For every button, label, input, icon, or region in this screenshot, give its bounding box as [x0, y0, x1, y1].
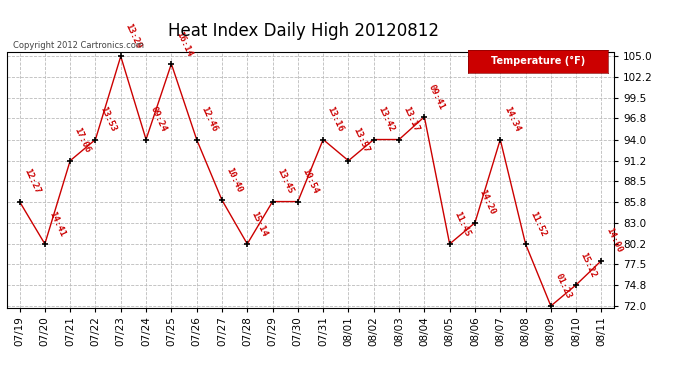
Text: 09:41: 09:41 — [427, 82, 446, 111]
Text: 10:54: 10:54 — [300, 167, 320, 195]
Text: 13:45: 13:45 — [275, 167, 295, 195]
Text: 15:22: 15:22 — [579, 251, 598, 279]
Text: 13:29: 13:29 — [124, 22, 143, 50]
Text: 17:06: 17:06 — [72, 126, 92, 154]
Text: 14:41: 14:41 — [48, 210, 67, 238]
Text: 12:27: 12:27 — [22, 167, 41, 195]
Text: Copyright 2012 Cartronics.com: Copyright 2012 Cartronics.com — [13, 41, 144, 50]
Text: 09:24: 09:24 — [148, 105, 168, 134]
Text: Heat Index Daily High 20120812: Heat Index Daily High 20120812 — [168, 22, 439, 40]
Text: 16:14: 16:14 — [174, 30, 193, 58]
Text: 13:17: 13:17 — [402, 105, 421, 134]
Text: 01:23: 01:23 — [553, 272, 573, 300]
Text: 12:46: 12:46 — [199, 105, 219, 134]
Text: 11:45: 11:45 — [452, 210, 472, 238]
Text: 10:40: 10:40 — [224, 166, 244, 194]
Text: 13:53: 13:53 — [98, 105, 117, 134]
Text: 11:52: 11:52 — [528, 210, 548, 238]
Text: 13:16: 13:16 — [326, 105, 345, 134]
Text: 15:14: 15:14 — [250, 210, 269, 238]
Text: 13:42: 13:42 — [376, 105, 396, 134]
Text: 13:57: 13:57 — [351, 126, 371, 154]
Text: 14:00: 14:00 — [604, 226, 624, 255]
Text: 14:34: 14:34 — [503, 105, 522, 134]
Text: 14:20: 14:20 — [477, 189, 497, 217]
